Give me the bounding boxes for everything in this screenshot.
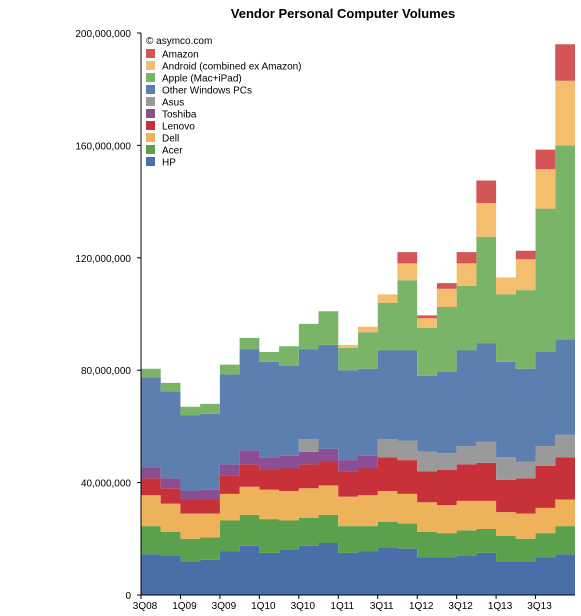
area-series-apple-mac-ipad xyxy=(141,145,575,416)
y-tick-label: 120,000,000 xyxy=(75,254,131,265)
y-tick-label: 40,000,000 xyxy=(81,479,131,490)
legend-entry: HP xyxy=(162,158,176,169)
x-tick-label: 3Q11 xyxy=(370,601,394,612)
area-series-toshiba xyxy=(141,448,575,500)
y-axis: 0 40,000,000 80,000,000 120,000,000 160,000,… xyxy=(75,29,142,602)
y-tick-label: 0 xyxy=(125,591,131,602)
x-tick-label: 3Q13 xyxy=(527,601,552,612)
legend-swatch xyxy=(146,133,155,142)
legend-swatch xyxy=(146,145,155,154)
legend-entry: Asus xyxy=(162,98,184,109)
legend-entry: Apple (Mac+iPad) xyxy=(162,74,242,85)
x-axis: 3Q08 1Q09 3Q09 1Q10 3Q10 1Q11 3Q11 1Q12 3Q12 1Q13… xyxy=(133,594,575,612)
legend-entry: Acer xyxy=(162,146,183,157)
legend-entry: Amazon xyxy=(162,50,199,61)
legend-swatch xyxy=(146,121,155,130)
credit-label: © asymco.com xyxy=(146,36,212,47)
chart-title: Vendor Personal Computer Volumes xyxy=(231,6,455,21)
x-tick-label: 1Q10 xyxy=(251,601,276,612)
legend-swatch xyxy=(146,49,155,58)
area-series-hp xyxy=(141,543,575,595)
area-series-other-windows-pcs xyxy=(141,339,575,492)
legend-swatch xyxy=(146,157,155,166)
area-series-dell xyxy=(141,485,575,539)
legend-swatch xyxy=(146,109,155,118)
x-tick-label: 3Q09 xyxy=(212,601,237,612)
x-tick-label: 1Q12 xyxy=(409,601,434,612)
area-series-lenovo xyxy=(141,457,575,514)
legend-entry: Lenovo xyxy=(162,122,195,133)
y-tick-label: 200,000,000 xyxy=(75,29,131,40)
y-tick-label: 80,000,000 xyxy=(81,366,131,377)
legend-entry: Dell xyxy=(162,134,179,145)
legend-swatch xyxy=(146,97,155,106)
legend-swatch xyxy=(146,85,155,94)
legend-swatch xyxy=(146,73,155,82)
legend-entry: Android (combined ex Amazon) xyxy=(162,62,302,73)
area-series-acer xyxy=(141,514,575,562)
x-tick-label: 3Q12 xyxy=(448,601,473,612)
legend-entry: Toshiba xyxy=(162,110,197,121)
area-series-asus xyxy=(141,434,575,492)
legend-swatch xyxy=(146,61,155,70)
x-tick-label: 1Q09 xyxy=(172,601,197,612)
area-layers xyxy=(141,44,575,595)
x-tick-label: 1Q13 xyxy=(488,601,513,612)
y-tick-label: 160,000,000 xyxy=(75,141,131,152)
x-tick-label: 3Q08 xyxy=(133,601,158,612)
x-tick-label: 1Q11 xyxy=(330,601,354,612)
x-tick-label: 3Q10 xyxy=(291,601,316,612)
legend-entry: Other Windows PCs xyxy=(162,86,252,97)
